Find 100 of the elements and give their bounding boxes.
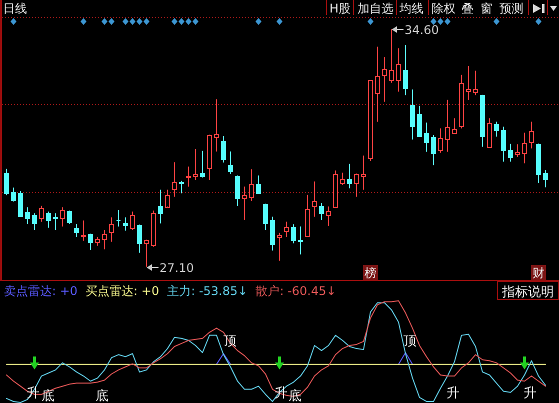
candlestick [354, 173, 359, 198]
candlestick [466, 66, 471, 100]
candlestick [186, 166, 191, 188]
candlestick [165, 189, 170, 208]
candlestick [88, 233, 93, 250]
candlestick [151, 210, 156, 248]
candlestick [508, 143, 513, 162]
text: 散户 [256, 284, 280, 298]
text: 预测 [500, 2, 524, 16]
text: 买点雷达 [86, 284, 134, 298]
candlestick [326, 206, 331, 226]
candlestick [480, 94, 485, 148]
candlestick [375, 46, 380, 122]
candlestick [109, 216, 114, 242]
candlestick [249, 168, 254, 202]
candlestick [368, 79, 373, 162]
candlestick [179, 180, 184, 194]
candlestick [333, 170, 338, 208]
annotation: 底 [96, 389, 108, 403]
annotation: 榜 [364, 266, 376, 280]
candlestick [200, 150, 205, 178]
annotation: 顶 [404, 334, 416, 349]
candlestick [11, 187, 16, 202]
candlestick [207, 134, 212, 180]
text: 叠 [462, 2, 474, 16]
candlestick [389, 28, 394, 84]
annotation: 34.60 [404, 23, 439, 37]
candlestick [417, 105, 422, 138]
candlestick [536, 143, 541, 184]
candlestick [361, 155, 366, 190]
candlestick [95, 236, 100, 246]
candlestick [102, 229, 107, 250]
candlestick [284, 221, 289, 238]
candlestick [46, 211, 51, 228]
candlestick [18, 190, 23, 218]
candlestick [431, 134, 436, 166]
chart-title: 日线 [3, 2, 27, 16]
candlestick [312, 181, 317, 218]
candlestick [74, 223, 79, 238]
candlestick [473, 70, 478, 96]
candlestick [270, 216, 275, 252]
candlestick [53, 212, 58, 230]
candlestick [522, 132, 527, 164]
text: 窗 [480, 2, 492, 16]
candlestick [277, 232, 282, 262]
candlestick [403, 44, 408, 96]
candlestick [137, 224, 142, 254]
text: H股 [329, 2, 351, 16]
candlestick [487, 118, 492, 148]
candlestick [319, 202, 324, 220]
text: : -53.85↓ [191, 284, 248, 298]
candlestick [25, 206, 30, 224]
annotation: 升 [524, 386, 536, 401]
candlestick [501, 126, 506, 162]
candlestick [347, 163, 352, 189]
candlestick [424, 122, 429, 152]
candlestick [305, 194, 310, 238]
candlestick [396, 48, 401, 92]
annotation: 底 [42, 389, 54, 403]
candlestick [67, 210, 72, 224]
candlestick [452, 118, 457, 134]
candlestick [515, 144, 520, 158]
candlestick [529, 121, 534, 149]
candlestick [60, 206, 65, 227]
candlestick [123, 216, 128, 232]
candlestick [494, 121, 499, 138]
candlestick [459, 74, 464, 129]
candlestick [214, 98, 219, 152]
candlestick [228, 150, 233, 174]
candlestick [438, 128, 443, 154]
candlestick [410, 88, 415, 140]
candlestick [116, 210, 121, 227]
text: : -60.45↓ [280, 284, 336, 298]
candlestick [158, 189, 163, 224]
text: : +0 [134, 284, 160, 298]
candlestick [242, 186, 247, 220]
text: : +0 [52, 284, 78, 298]
candlestick [144, 239, 149, 268]
candlestick [256, 175, 261, 194]
candlestick [263, 203, 268, 230]
candlestick [382, 56, 387, 102]
annotation: 财 [532, 266, 544, 280]
candlestick [291, 224, 296, 244]
text: 卖点雷达 [4, 284, 52, 298]
candlestick [543, 170, 548, 188]
candlestick [298, 226, 303, 255]
text: 加自选 [358, 2, 394, 16]
candlestick [172, 162, 177, 198]
candlestick [221, 135, 226, 164]
candlestick [130, 211, 135, 230]
candlestick [4, 168, 9, 196]
candlestick [340, 172, 345, 186]
candlestick [445, 99, 450, 152]
candlestick [39, 205, 44, 222]
candlestick [235, 175, 240, 206]
annotation: 升 [446, 386, 460, 401]
annotation: 27.10 [160, 261, 194, 275]
text: 除权 [432, 2, 456, 16]
candlestick [32, 212, 37, 230]
text: 均线 [398, 2, 424, 16]
